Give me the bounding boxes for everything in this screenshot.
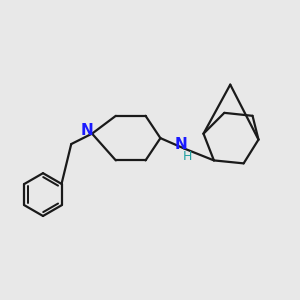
Text: H: H bbox=[183, 150, 192, 163]
Text: N: N bbox=[175, 137, 188, 152]
Text: N: N bbox=[80, 123, 93, 138]
